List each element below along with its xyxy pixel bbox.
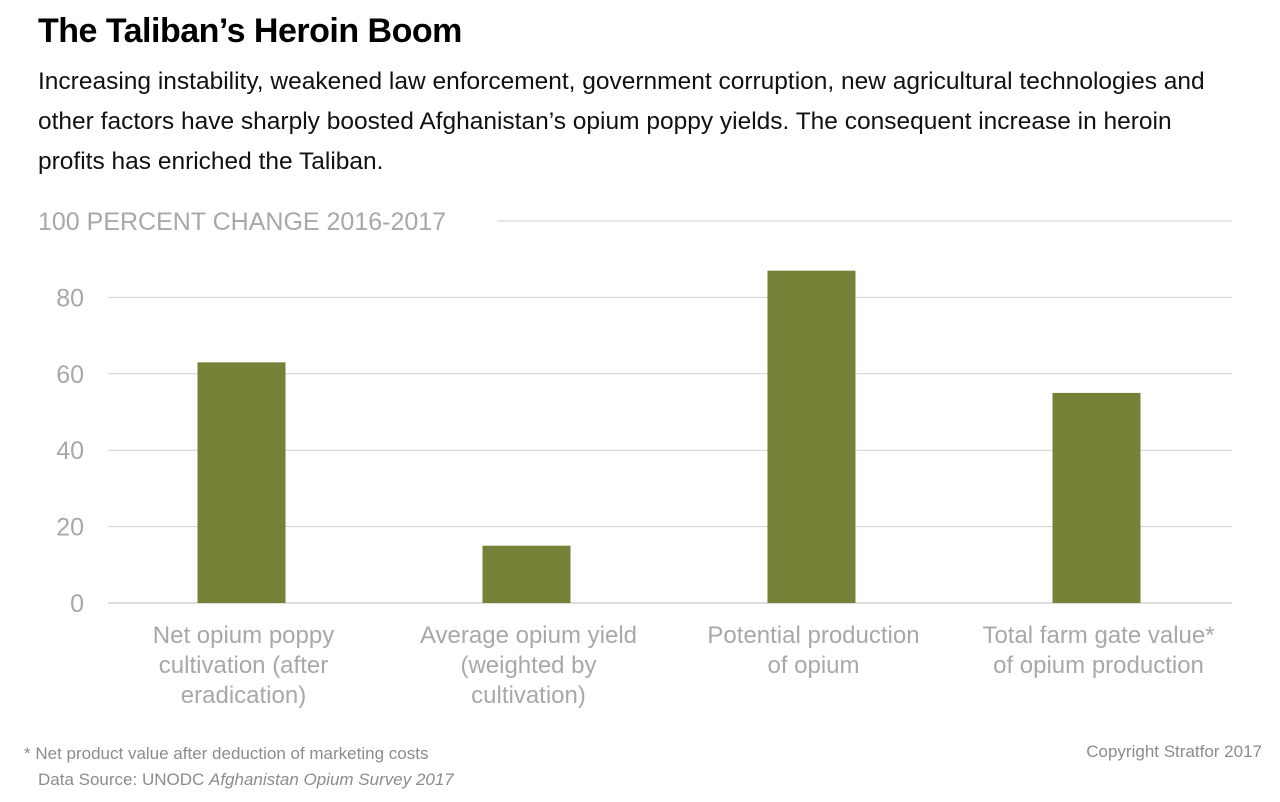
chart-title: The Taliban’s Heroin Boom	[38, 12, 462, 50]
bar	[767, 270, 856, 603]
x-category-label: Average opium yield	[420, 622, 637, 649]
copyright: Copyright Stratfor 2017	[1086, 742, 1262, 761]
data-source-label: Data Source: UNODC	[38, 770, 209, 789]
x-category-label: of opium	[767, 652, 859, 679]
x-category-label: Total farm gate value*	[982, 622, 1214, 649]
bar	[197, 362, 286, 603]
x-category-label: of opium production	[993, 652, 1204, 679]
chart-subtitle: Increasing instability, weakened law enf…	[38, 68, 1205, 175]
x-category-label: Net opium poppy	[153, 622, 334, 649]
x-category-label: eradication)	[181, 682, 306, 709]
y-tick-label: 60	[56, 361, 84, 389]
footnote: * Net product value after deduction of m…	[24, 744, 429, 763]
data-source-title: Afghanistan Opium Survey 2017	[209, 770, 454, 789]
bar	[1052, 392, 1141, 603]
y-tick-label: 20	[56, 514, 84, 542]
y-tick-label: 0	[70, 590, 84, 618]
x-category-label: cultivation)	[471, 682, 586, 709]
x-category-label: Potential production	[707, 622, 919, 649]
x-category-label: (weighted by	[460, 652, 596, 679]
y-axis-top-label: 100 PERCENT CHANGE 2016-2017	[38, 208, 446, 236]
x-category-label: cultivation (after	[159, 652, 328, 679]
data-source: Data Source: UNODC Afghanistan Opium Sur…	[38, 770, 454, 790]
bar	[482, 545, 571, 603]
y-tick-label: 80	[56, 284, 84, 312]
y-tick-label: 40	[56, 437, 84, 465]
